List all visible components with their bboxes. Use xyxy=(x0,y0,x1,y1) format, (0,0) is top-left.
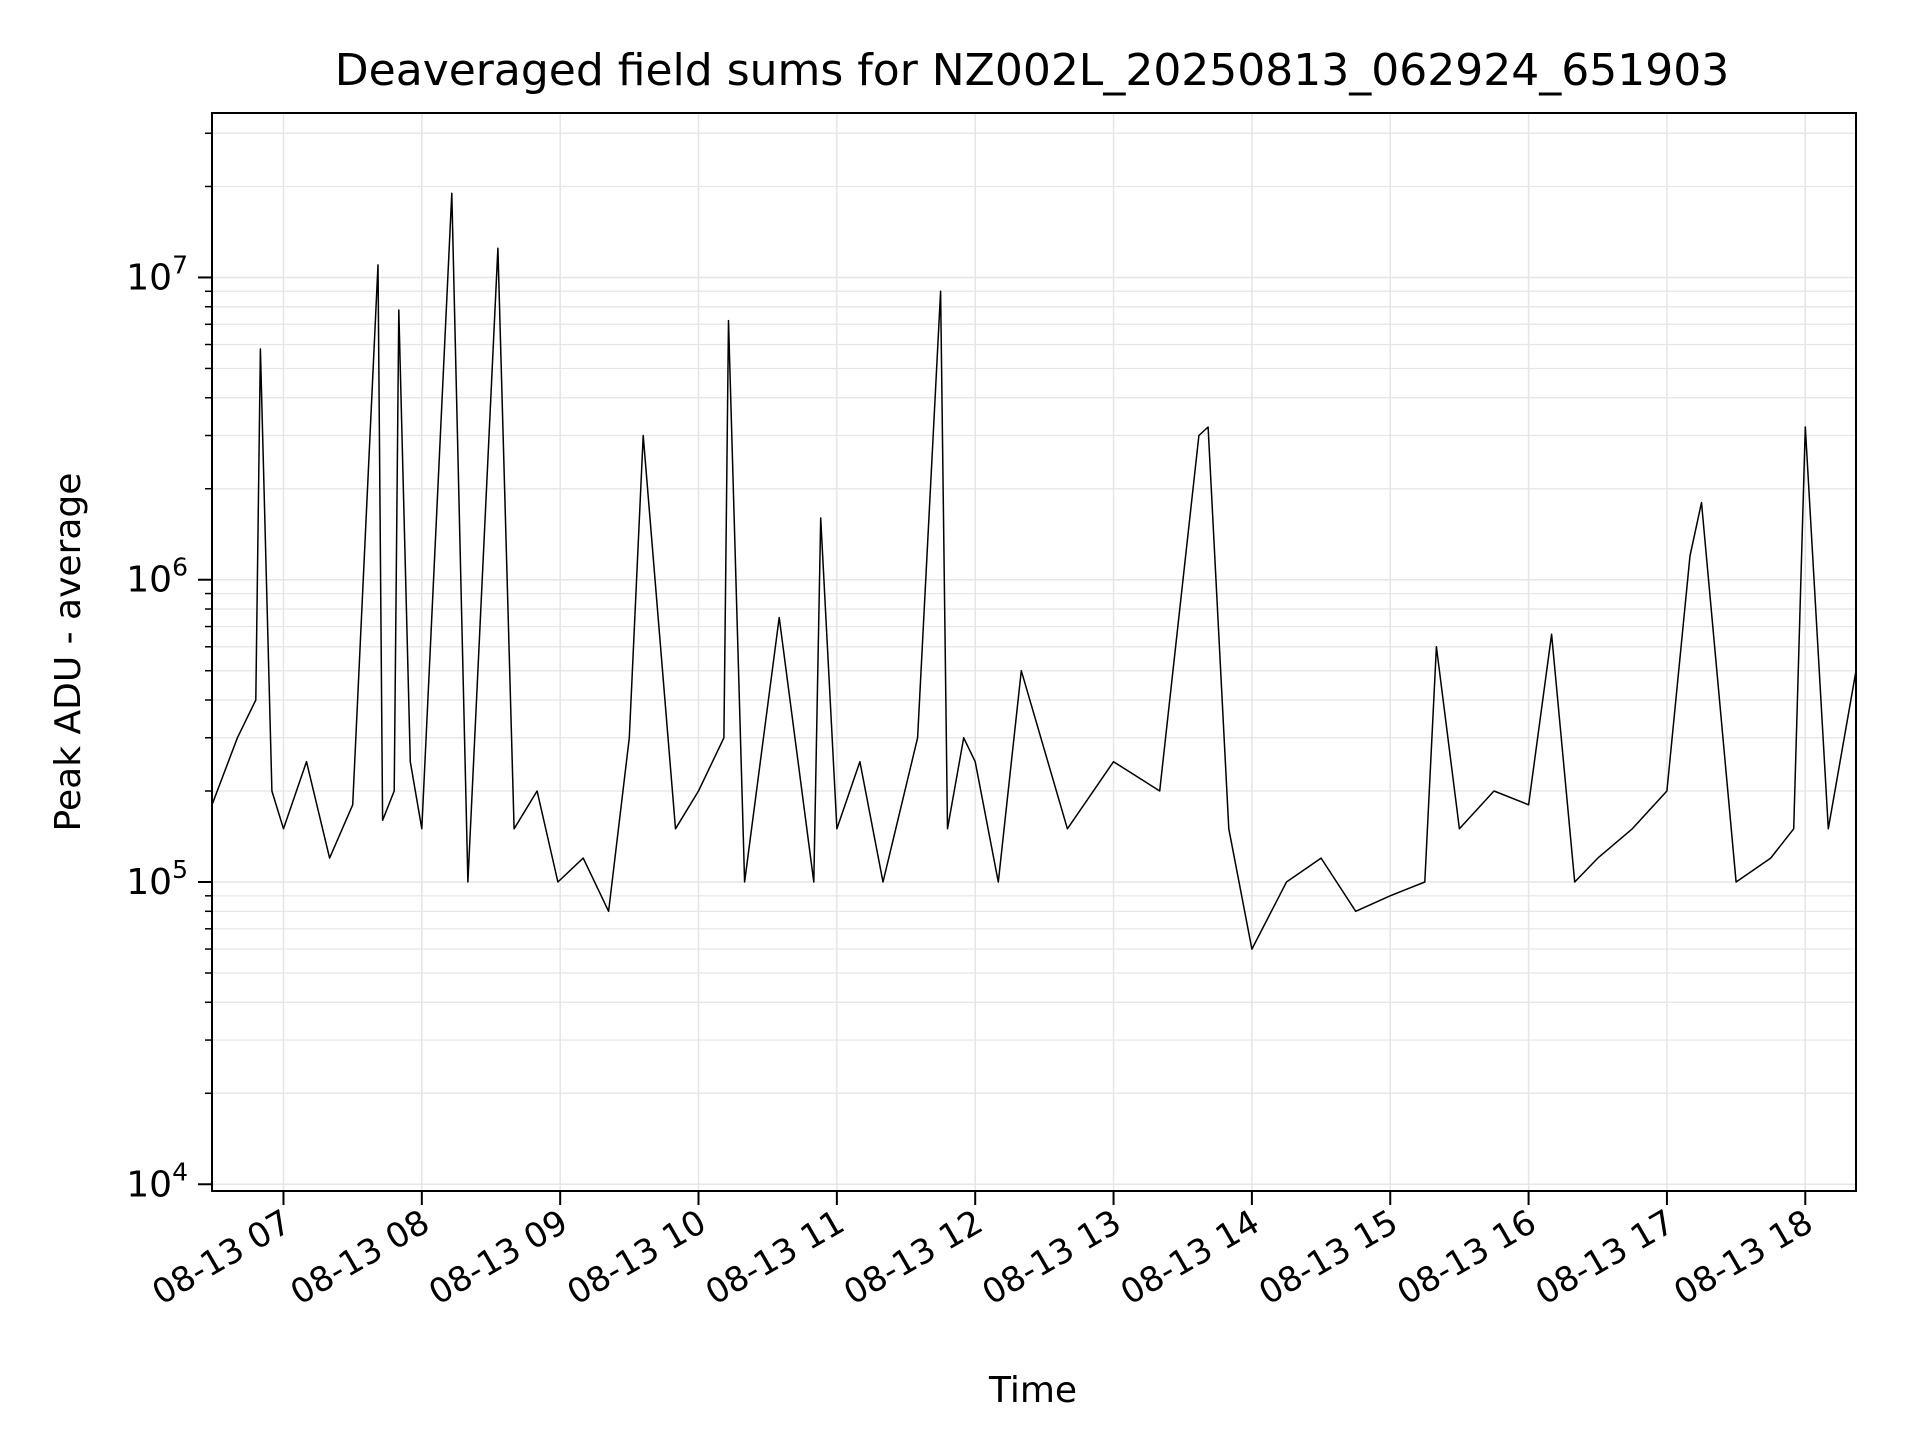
chart-title: Deaveraged field sums for NZ002L_2025081… xyxy=(335,45,1729,96)
y-tick-exponent: 6 xyxy=(172,553,188,582)
x-tick-label: 08-13 16 xyxy=(1391,1202,1543,1313)
y-tick-label: 106 xyxy=(126,553,188,601)
series-group xyxy=(211,192,1857,950)
y-tick-base: 10 xyxy=(126,560,172,601)
y-tick-exponent: 4 xyxy=(172,1157,188,1186)
y-tick-label: 104 xyxy=(126,1157,188,1205)
x-tick-label: 08-13 08 xyxy=(284,1202,436,1313)
x-tick-label: 08-13 07 xyxy=(146,1202,298,1313)
x-tick-label: 08-13 11 xyxy=(699,1202,851,1313)
grid-lines xyxy=(212,113,1856,1191)
y-tick-base: 10 xyxy=(126,257,172,298)
y-tick-exponent: 7 xyxy=(172,250,188,279)
x-tick-label: 08-13 13 xyxy=(976,1202,1128,1313)
y-axis-label: Peak ADU - average xyxy=(48,473,89,832)
y-tick-base: 10 xyxy=(126,862,172,903)
y-tick-base: 10 xyxy=(126,1164,172,1205)
x-tick-label: 08-13 15 xyxy=(1252,1202,1404,1313)
x-tick-label: 08-13 18 xyxy=(1667,1202,1819,1313)
y-tick-label: 105 xyxy=(126,855,188,903)
y-tick-label: 107 xyxy=(126,250,188,298)
plot-frame xyxy=(211,112,1857,1192)
x-tick-label: 08-13 10 xyxy=(561,1202,713,1313)
x-tick-label: 08-13 14 xyxy=(1114,1202,1266,1313)
y-tick-exponent: 5 xyxy=(172,855,188,884)
x-tick-label: 08-13 09 xyxy=(422,1202,574,1313)
x-tick-label: 08-13 12 xyxy=(837,1202,989,1313)
x-tick-label: 08-13 17 xyxy=(1529,1202,1681,1313)
x-axis-label: Time xyxy=(988,1370,1077,1411)
series-line-0 xyxy=(211,192,1857,950)
